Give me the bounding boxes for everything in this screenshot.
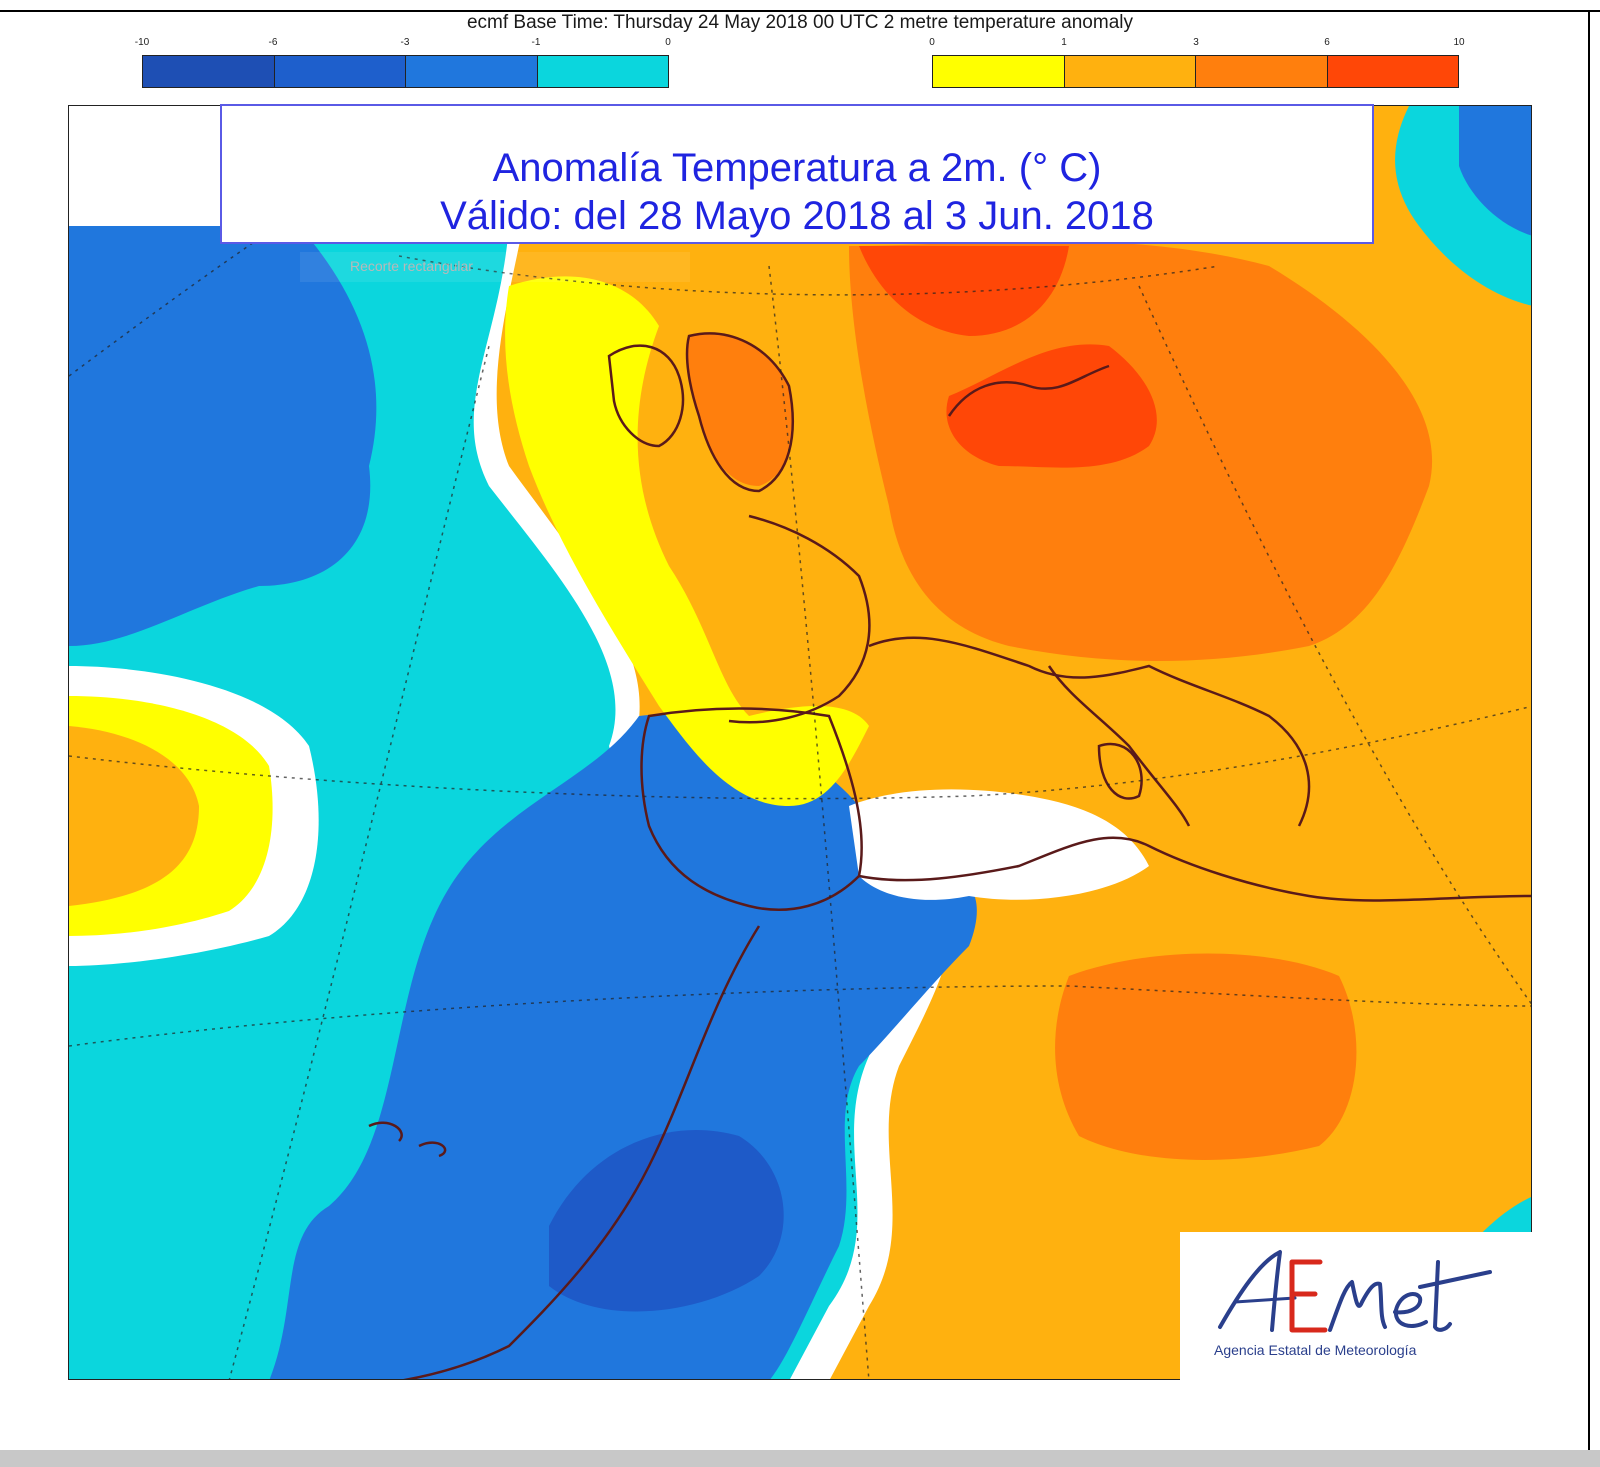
cold-tick: 0 bbox=[665, 37, 671, 48]
coastline bbox=[728, 514, 871, 724]
coastline bbox=[403, 925, 761, 1379]
colorbar-swatch bbox=[1327, 56, 1458, 87]
northeast-deep-blue bbox=[1459, 106, 1531, 236]
validity-period: Válido: del 28 Mayo 2018 al 3 Jun. 2018 bbox=[440, 194, 1154, 238]
warm-tick: 3 bbox=[1193, 37, 1199, 48]
coastline bbox=[685, 332, 794, 493]
west-atlantic-blue bbox=[69, 226, 377, 646]
anomaly-map bbox=[68, 105, 1532, 1380]
coastline bbox=[640, 707, 863, 911]
aemet-logo-mark bbox=[1218, 1250, 1492, 1333]
britain-orange bbox=[687, 333, 793, 486]
north-africa-orange bbox=[1055, 953, 1357, 1160]
germany-red-core bbox=[946, 344, 1157, 468]
coastline bbox=[368, 1121, 447, 1158]
map-title-box: Anomalía Temperatura a 2m. (° C) Válido:… bbox=[220, 104, 1374, 244]
canary-deep-blue bbox=[549, 1130, 784, 1312]
colorbar-swatch bbox=[537, 56, 668, 87]
scandinavia-red-core bbox=[859, 246, 1069, 336]
coastline bbox=[858, 836, 1531, 902]
coastline bbox=[1097, 742, 1143, 800]
colorbar-swatch bbox=[406, 56, 538, 87]
coastline bbox=[1047, 665, 1191, 827]
meridian-line bbox=[1138, 285, 1531, 1005]
colorbar-swatch bbox=[1196, 56, 1328, 87]
coastline bbox=[868, 636, 1311, 827]
parallel-line bbox=[69, 985, 1531, 1047]
snipping-tool-label: Recorte rectangular bbox=[300, 252, 690, 282]
cold-tick: -1 bbox=[531, 37, 541, 48]
colorbar-swatch bbox=[1064, 56, 1196, 87]
map-title: Anomalía Temperatura a 2m. (° C) bbox=[492, 146, 1102, 190]
colorbar-swatch bbox=[143, 56, 275, 87]
base-time-header: ecmf Base Time: Thursday 24 May 2018 00 … bbox=[466, 12, 1133, 33]
graticule bbox=[69, 165, 1531, 1379]
parallel-line bbox=[398, 255, 1220, 296]
mediterranean-neutral bbox=[849, 789, 1149, 900]
warm-tick: 0 bbox=[929, 37, 935, 48]
colorbar-swatch bbox=[933, 56, 1065, 87]
iberia-canary-blue bbox=[269, 714, 977, 1379]
west-orange-patch bbox=[69, 726, 199, 906]
cold-tick: -6 bbox=[268, 37, 278, 48]
bottom-scroll-bar bbox=[0, 1450, 1600, 1467]
warm-colorbar bbox=[932, 55, 1459, 88]
coastline bbox=[607, 344, 685, 448]
cold-tick: -10 bbox=[134, 37, 150, 48]
warm-tick: 1 bbox=[1061, 37, 1067, 48]
frame-right-border bbox=[1588, 10, 1590, 1450]
coastline bbox=[947, 364, 1110, 417]
warm-tick: 10 bbox=[1453, 37, 1465, 48]
colorbar-swatch bbox=[274, 56, 406, 87]
meridian-line bbox=[768, 265, 870, 1379]
cold-tick: -3 bbox=[400, 37, 410, 48]
aemet-subtitle: Agencia Estatal de Meteorología bbox=[1214, 1342, 1417, 1358]
frame-top-border bbox=[0, 10, 1600, 12]
warm-tick: 6 bbox=[1324, 37, 1330, 48]
aemet-logo: Agencia Estatal de Meteorología bbox=[1180, 1232, 1532, 1380]
parallel-line bbox=[69, 705, 1531, 800]
europe-yellow-band bbox=[505, 276, 869, 806]
meridian-line bbox=[69, 165, 370, 377]
map-canvas bbox=[69, 106, 1531, 1379]
coastlines bbox=[368, 332, 1531, 1379]
cold-colorbar bbox=[142, 55, 669, 88]
